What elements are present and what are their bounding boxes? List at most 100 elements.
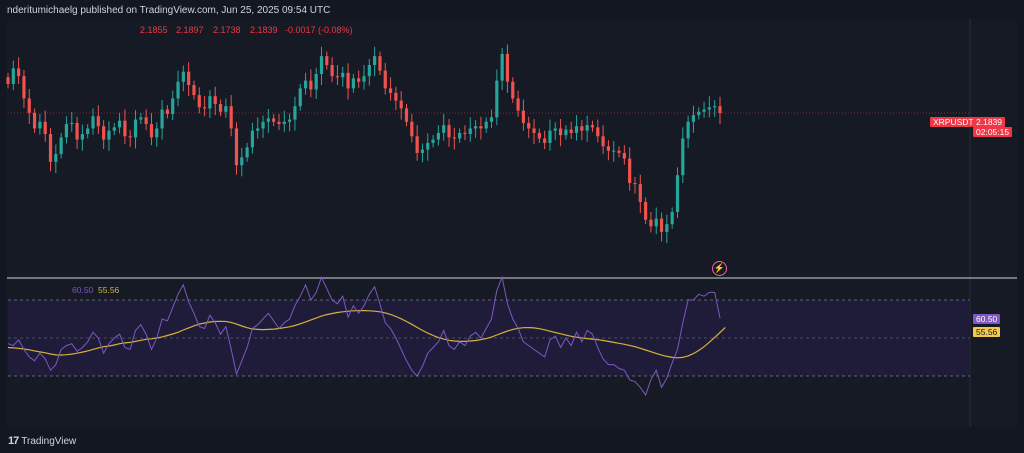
candle-body — [527, 122, 531, 129]
candle-body — [702, 109, 706, 112]
candle-body — [649, 219, 653, 227]
candle-body — [532, 128, 536, 133]
candle-body — [224, 106, 228, 112]
candle-body — [399, 100, 403, 109]
candle-body — [176, 81, 180, 99]
candle-body — [633, 182, 637, 185]
candle-body — [11, 68, 15, 84]
candle-body — [458, 132, 462, 139]
candle-body — [282, 121, 286, 125]
candle-body — [240, 157, 244, 166]
candle-body — [431, 139, 435, 143]
candle-body — [654, 218, 658, 227]
candle-body — [144, 117, 148, 125]
last-price-tag: 2.1839 — [973, 117, 1005, 127]
candle-body — [229, 106, 233, 129]
candle-body — [558, 128, 563, 136]
candle-body — [500, 53, 504, 81]
candle-body — [202, 107, 207, 109]
candle-body — [351, 78, 355, 89]
candle-body — [117, 120, 122, 128]
symbol-price-tag: XRPUSDT — [930, 117, 977, 127]
candle-body — [415, 136, 419, 153]
candle-body — [272, 118, 276, 122]
candle-body — [548, 130, 552, 143]
candle-body — [505, 53, 510, 82]
candle-body — [208, 96, 212, 109]
candle-body — [75, 122, 79, 140]
rsi-line — [7, 275, 721, 397]
ohlc-high: 2.1897 — [176, 25, 204, 35]
candle-body — [569, 129, 573, 133]
candle-body — [27, 98, 31, 113]
candle-body — [149, 124, 154, 138]
candle-body — [670, 211, 674, 225]
candle-body — [511, 81, 515, 99]
candle-body — [335, 76, 340, 78]
candle-body — [612, 150, 616, 152]
candle-body — [165, 109, 170, 114]
candle-body — [187, 71, 191, 86]
candle-body — [48, 134, 53, 162]
lightning-icon[interactable]: ⚡ — [712, 261, 727, 276]
rsi-ma-value-label: 55.56 — [98, 285, 120, 295]
candle-body — [96, 116, 100, 127]
candle-body — [394, 92, 398, 101]
candle-body — [718, 106, 722, 113]
candle-body — [596, 127, 600, 137]
candle-body — [606, 146, 611, 151]
candle-body — [516, 98, 520, 111]
candle-body — [17, 68, 21, 77]
candle-body — [691, 115, 696, 122]
candle-body — [171, 98, 175, 114]
candle-body — [628, 158, 632, 183]
ohlc-change: -0.0017 (-0.08%) — [285, 25, 353, 35]
candle-body — [181, 71, 185, 82]
candle-body — [564, 129, 568, 136]
candle-body — [638, 184, 642, 202]
candle-body — [404, 108, 409, 122]
candle-body — [585, 125, 589, 131]
candle-body — [59, 137, 63, 155]
candle-body — [250, 130, 255, 148]
candle-body — [213, 96, 217, 104]
candle-body — [6, 77, 10, 84]
candle-body — [665, 224, 669, 232]
candle-body — [234, 128, 239, 166]
candle-body — [388, 88, 393, 93]
candle-body — [32, 112, 37, 129]
candle-body — [256, 128, 260, 131]
candle-body — [553, 128, 557, 131]
candle-body — [697, 111, 701, 116]
candle-body — [197, 95, 201, 108]
candle-body — [574, 126, 579, 133]
candle-body — [410, 121, 414, 137]
candle-body — [277, 121, 281, 125]
candle-body — [330, 65, 334, 77]
candle-body — [468, 128, 472, 135]
candle-body — [303, 80, 308, 89]
candle-body — [473, 126, 478, 129]
candle-body — [420, 149, 425, 153]
candle-body — [102, 126, 106, 140]
ohlc-low: 2.1738 — [213, 25, 241, 35]
candle-body — [479, 126, 483, 129]
candle-body — [521, 110, 526, 123]
candle-body — [91, 116, 95, 129]
candle-body — [261, 121, 265, 129]
rsi-axis-tag: 60.50 — [973, 314, 1001, 324]
candle-body — [107, 130, 111, 140]
candle-body — [22, 76, 26, 99]
candle-body — [373, 56, 377, 66]
candle-body — [543, 138, 547, 143]
tradingview-logo-icon: 17 — [8, 435, 19, 447]
candle-body — [707, 107, 711, 110]
candle-body — [590, 125, 595, 128]
candle-body — [341, 72, 345, 78]
footer-branding: 17 TradingView — [8, 435, 76, 447]
candle-body — [362, 76, 366, 82]
candle-body — [64, 124, 69, 138]
candle-body — [659, 218, 664, 232]
candle-body — [128, 136, 132, 138]
